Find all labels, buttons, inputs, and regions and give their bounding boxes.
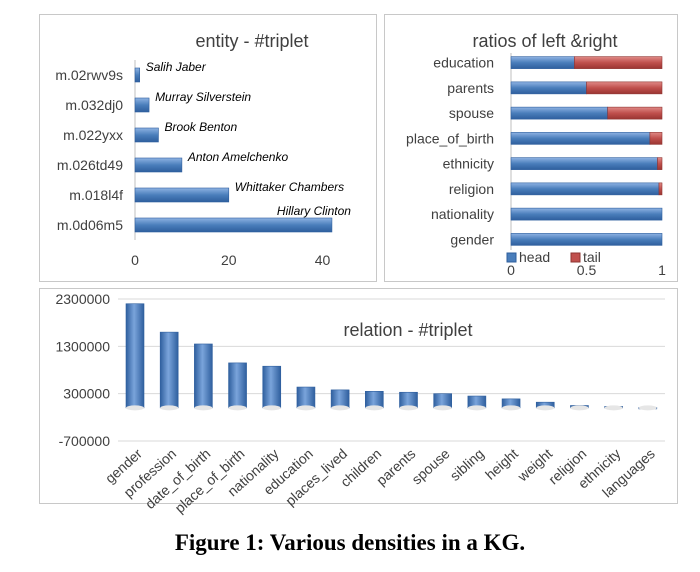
data-label: Murray Silverstein [155, 90, 251, 104]
data-label: Hillary Clinton [277, 204, 351, 218]
category-label: education [433, 55, 494, 71]
data-label: Anton Amelchenko [187, 150, 289, 164]
category-label: place_of_birth [406, 130, 494, 146]
entity-bar [134, 127, 159, 143]
bar-shadow [228, 405, 247, 411]
bar-shadow [194, 405, 213, 411]
entity-triplet-chart-panel: entity - #triplet m.02rwv9s Salih Jaber m.0… [39, 14, 377, 282]
tail-bar [574, 56, 663, 69]
x-tick-label: 1 [658, 262, 666, 278]
entity-bar [134, 217, 333, 233]
head-bar [510, 233, 663, 246]
category-label: religion [449, 181, 494, 197]
head-bar [510, 56, 575, 69]
category-label: m.022yxx [63, 127, 123, 143]
entity-bar [134, 67, 140, 83]
bar-shadow [502, 405, 521, 411]
bar-shadow [570, 405, 589, 411]
data-label: Whittaker Chambers [235, 180, 344, 194]
ratio-chart: ratios of left &right education parents spo… [406, 31, 666, 278]
legend-label-tail: tail [583, 249, 601, 265]
category-label: parents [447, 80, 494, 96]
category-label: m.02rwv9s [55, 67, 123, 83]
category-label: gender [450, 231, 494, 247]
y-tick-label: 2300000 [55, 291, 110, 307]
chart-title: relation - #triplet [343, 320, 472, 340]
y-tick-label: -700000 [59, 433, 111, 449]
head-bar [510, 132, 651, 145]
bar-shadow [536, 405, 555, 411]
figure-caption: Figure 1: Various densities in a KG. [174, 530, 526, 555]
bar-shadow [399, 405, 418, 411]
relation-triplet-chart-panel: 2300000 1300000 300000 -700000 relation - #t… [39, 288, 678, 516]
head-bar [510, 182, 660, 196]
category-label: m.032dj0 [65, 97, 123, 113]
tail-bar [607, 106, 663, 120]
relation-bar [159, 331, 179, 409]
category-label: m.026td49 [57, 157, 123, 173]
data-label: Brook Benton [164, 120, 237, 134]
category-label: m.018l4f [69, 187, 123, 203]
relation-bar [296, 386, 316, 409]
x-tick-label: 20 [221, 252, 237, 268]
category-label: ethnicity [443, 156, 494, 172]
bar-shadow [638, 405, 657, 411]
tail-bar [658, 182, 663, 196]
relation-bar [194, 343, 213, 409]
data-label: Salih Jaber [146, 60, 207, 74]
bar-shadow [296, 405, 315, 411]
head-bar [510, 81, 587, 95]
category-label: spouse [408, 445, 452, 487]
relation-bar [125, 303, 145, 409]
bar-shadow [604, 405, 623, 411]
bar-shadow [160, 405, 179, 411]
category-label: parents [373, 445, 418, 488]
relation-bar [262, 365, 282, 409]
category-label: m.0d06m5 [57, 217, 123, 233]
bar-shadow [467, 405, 486, 411]
head-bar [510, 106, 608, 120]
head-bar [510, 207, 663, 221]
entity-bar [134, 97, 150, 113]
legend-swatch-head [506, 252, 517, 263]
y-tick-label: 1300000 [55, 338, 110, 354]
relation-bar [228, 362, 247, 409]
bar-shadow [331, 405, 350, 411]
chart-title: entity - #triplet [195, 31, 308, 51]
legend-swatch-tail [570, 252, 581, 263]
tail-bar [586, 81, 663, 95]
category-label: nationality [431, 206, 494, 222]
legend-label-head: head [519, 249, 550, 265]
category-label: spouse [449, 105, 494, 121]
chart-title: ratios of left &right [472, 31, 617, 51]
category-label: height [482, 445, 521, 482]
relation-triplet-chart: 2300000 1300000 300000 -700000 relation - #t… [55, 291, 665, 516]
tail-bar [657, 157, 663, 170]
x-tick-label: 0 [507, 262, 515, 278]
entity-triplet-chart: entity - #triplet m.02rwv9s Salih Jaber m.0… [55, 31, 351, 268]
x-tick-label: 0.5 [577, 262, 597, 278]
head-bar [510, 157, 658, 170]
x-tick-label: 0 [131, 252, 139, 268]
bar-shadow [365, 405, 384, 411]
x-tick-label: 40 [315, 252, 331, 268]
category-label: sibling [447, 445, 487, 483]
entity-bar [134, 187, 230, 203]
entity-bar [134, 157, 183, 173]
bar-shadow [126, 405, 144, 411]
bar-shadow [433, 405, 452, 411]
tail-bar [649, 132, 663, 145]
ratio-chart-panel: ratios of left &right education parents spo… [384, 14, 678, 282]
relation-bar [330, 389, 350, 409]
bar-shadow [262, 405, 281, 411]
y-tick-label: 300000 [63, 386, 110, 402]
